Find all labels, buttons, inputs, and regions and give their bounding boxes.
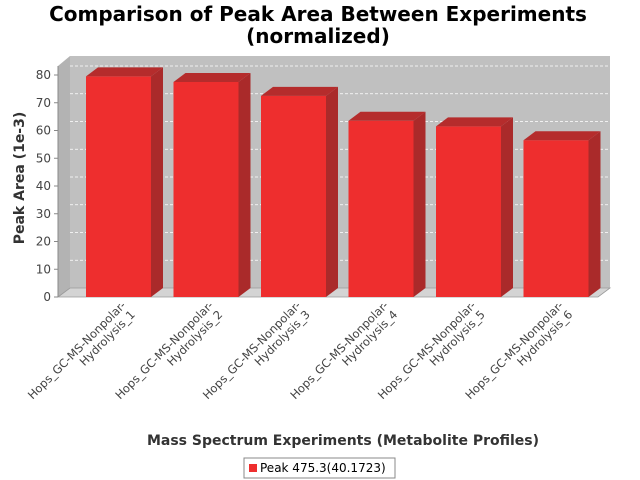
bar-side <box>588 131 601 297</box>
bar-front <box>261 95 326 297</box>
x-tick-label-line: Hops_GC-MS-Nonpolar- <box>25 298 129 402</box>
bar <box>173 72 251 297</box>
bar-side <box>501 117 513 298</box>
bar-top <box>348 111 426 121</box>
y-tick-label: 80 <box>36 68 51 82</box>
bar-front <box>348 120 414 297</box>
bar-front <box>173 81 239 297</box>
bar-side <box>326 86 338 297</box>
bars <box>86 67 601 298</box>
bar-top <box>261 86 338 96</box>
bar-side <box>238 72 251 297</box>
bar-side <box>151 67 163 297</box>
x-axis-label: Mass Spectrum Experiments (Metabolite Pr… <box>147 433 539 449</box>
legend-label: Peak 475.3(40.1723) <box>260 461 386 475</box>
y-tick-label: 0 <box>43 290 51 304</box>
x-axis-category-labels: Hops_GC-MS-Nonpolar-Hydrolysis_1Hops_GC-… <box>25 298 576 402</box>
chart-title-line2: (normalized) <box>246 24 390 48</box>
y-tick-label: 20 <box>36 235 51 249</box>
chart-title-line1: Comparison of Peak Area Between Experime… <box>49 2 587 26</box>
y-tick-label: 40 <box>36 179 51 193</box>
y-axis-ticks: 0 10 20 30 40 50 60 70 80 <box>36 68 58 304</box>
bar-front <box>86 76 151 297</box>
bar-top <box>523 131 601 141</box>
bar-side <box>413 111 426 297</box>
bar <box>523 131 601 297</box>
bar <box>436 117 513 298</box>
y-axis-label: Peak Area (1e-3) <box>12 112 28 245</box>
plot-left-wall <box>58 56 70 297</box>
bar <box>86 67 163 297</box>
y-tick-label: 50 <box>36 151 51 165</box>
legend-swatch <box>249 464 257 472</box>
bar-top <box>86 67 163 77</box>
legend: Peak 475.3(40.1723) <box>243 457 396 479</box>
legend-box <box>243 457 396 479</box>
y-tick-label: 70 <box>36 96 51 110</box>
bar-top <box>173 72 251 82</box>
bar-front <box>436 126 501 298</box>
y-tick-label: 60 <box>36 124 51 138</box>
y-tick-label: 10 <box>36 262 51 276</box>
bar-front <box>523 140 589 297</box>
bar <box>348 111 426 297</box>
bar <box>261 86 338 297</box>
y-tick-label: 30 <box>36 207 51 221</box>
bar-top <box>436 117 513 127</box>
